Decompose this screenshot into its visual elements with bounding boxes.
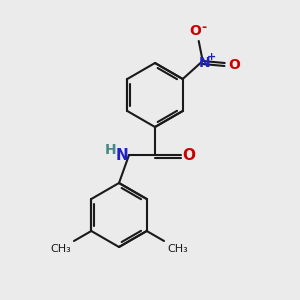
Text: CH₃: CH₃ — [50, 244, 71, 254]
Text: -: - — [201, 20, 206, 34]
Text: N: N — [199, 56, 211, 70]
Text: +: + — [207, 52, 216, 62]
Text: O: O — [182, 148, 196, 164]
Text: O: O — [189, 24, 201, 38]
Text: N: N — [116, 148, 128, 164]
Text: O: O — [228, 58, 240, 72]
Text: H: H — [105, 143, 117, 157]
Text: CH₃: CH₃ — [167, 244, 188, 254]
